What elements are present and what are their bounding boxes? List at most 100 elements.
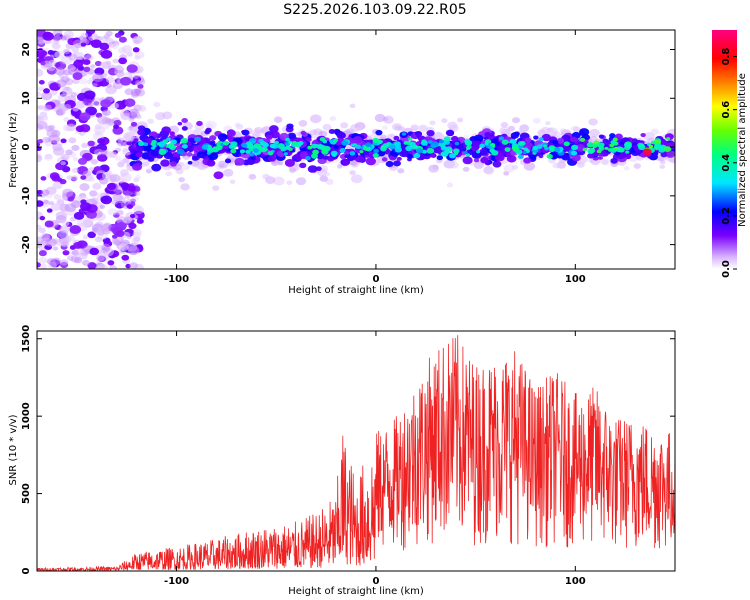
- spectrogram-cell: [68, 53, 78, 61]
- spectrogram-cell: [52, 30, 63, 36]
- spectrogram-cell: [133, 138, 139, 142]
- spectrogram-cell: [133, 88, 142, 95]
- spectrogram-cell: [426, 129, 435, 137]
- spectrogram-cell: [53, 193, 62, 200]
- spectrogram-cell: [37, 200, 44, 207]
- spectrogram-cell: [363, 150, 370, 156]
- spectrogram-cell: [432, 147, 441, 154]
- spectrogram-cell: [579, 137, 586, 142]
- spectrogram-cell: [37, 154, 43, 163]
- spectrogram-cells: [37, 30, 675, 269]
- spectrogram-cell: [81, 259, 90, 266]
- spectrogram-cell: [136, 218, 144, 224]
- spectrogram-cell: [178, 177, 185, 183]
- spectrogram-cell: [385, 160, 394, 168]
- spectrogram-cell: [133, 228, 142, 236]
- spectrogram-cell: [597, 142, 605, 148]
- snr-frame: [36, 330, 676, 572]
- spectrogram-cell: [532, 117, 541, 124]
- spectrogram-cell: [72, 156, 79, 162]
- spectrogram-cell: [523, 161, 536, 171]
- spectrogram-cell: [412, 127, 419, 132]
- colorbar-gradient: [712, 30, 737, 269]
- spectrogram-cell: [150, 150, 159, 157]
- spectrogram-cell: [60, 161, 66, 166]
- spectrogram-cell: [37, 36, 44, 44]
- spectrogram-cell: [316, 143, 324, 150]
- spectrogram-cell: [135, 152, 143, 158]
- spectrogram-cell: [135, 174, 141, 180]
- spectrogram-cell: [44, 104, 52, 111]
- spectrogram-cell: [444, 146, 453, 153]
- spectrogram-cell: [396, 156, 402, 161]
- spectrogram-cell: [311, 143, 318, 149]
- spectrogram-cell: [99, 204, 106, 209]
- spectrogram-cell: [416, 148, 424, 154]
- spectrogram-cell: [365, 157, 376, 166]
- spectrogram-cell: [230, 148, 237, 154]
- spectrogram-cell: [418, 124, 428, 133]
- spectrogram-cell: [473, 134, 484, 143]
- spectrogram-cell: [191, 155, 199, 161]
- colorbar: 0.0 0.2 0.4 0.6 0.8 Normalized spectral ampl…: [712, 30, 748, 278]
- spectrogram-cell: [393, 135, 400, 141]
- spectrogram-cell: [365, 142, 372, 148]
- chart-title: S225.2026.103.09.22.R05: [283, 2, 467, 18]
- spectrogram-cell: [60, 259, 69, 266]
- spectrogram-cell: [512, 117, 521, 124]
- spectrogram-cell: [328, 129, 336, 135]
- spectrogram-cell: [430, 143, 437, 149]
- spectrogram-cell: [473, 158, 480, 163]
- spectrogram-cell: [420, 140, 428, 146]
- spectrogram-cell: [380, 134, 387, 140]
- spectrogram-cell: [569, 136, 578, 143]
- spectrogram-cell: [151, 163, 162, 172]
- spectrogram-cell: [408, 137, 413, 141]
- spectrogram-cell: [352, 143, 358, 147]
- spectrogram-cell: [552, 139, 559, 145]
- spectrogram-cell: [60, 138, 67, 144]
- spectrogram-cell: [100, 195, 113, 205]
- spectrogram-cell: [72, 106, 79, 112]
- spectrogram-cell: [317, 154, 324, 160]
- spectrogram-cell: [213, 171, 224, 180]
- spectrogram-cell: [106, 183, 117, 191]
- spectrogram-cell: [165, 171, 172, 177]
- spectrogram-cell: [380, 144, 387, 150]
- x-tick-label: -100: [164, 576, 189, 587]
- spectrogram-cell: [122, 133, 134, 143]
- spectrogram-cell: [609, 143, 615, 148]
- spectrogram-cell: [193, 128, 203, 135]
- spectrogram-cell: [287, 132, 296, 140]
- spectrogram-cell: [120, 173, 132, 183]
- spectrogram-cell: [598, 134, 605, 139]
- spectrogram-cell: [231, 144, 237, 149]
- spectrogram-cell: [512, 146, 520, 152]
- spectrogram-cell: [72, 72, 83, 80]
- spectrogram-cell: [79, 112, 91, 121]
- spectrogram-cell: [37, 68, 44, 77]
- spectrogram-cell: [269, 125, 279, 133]
- spectrogram-cell: [426, 147, 435, 154]
- spectrogram-cell: [52, 181, 63, 190]
- spectrogram-cell: [633, 163, 642, 169]
- spectrogram-cell: [126, 198, 133, 203]
- spectrogram-cell: [127, 246, 140, 256]
- spectrogram-cell: [101, 111, 108, 116]
- spectrogram-cell: [40, 176, 47, 181]
- spectrogram-cell: [126, 64, 138, 73]
- spectrogram-cell: [74, 257, 83, 264]
- spectrogram-cell: [138, 141, 145, 147]
- spectrogram-cell: [116, 209, 124, 216]
- spectrogram-cell: [466, 146, 471, 150]
- spectrogram-cell: [349, 151, 356, 156]
- spectrogram-cell: [160, 159, 170, 167]
- spectrogram-cell: [374, 113, 386, 123]
- spectrogram-cell: [598, 156, 603, 160]
- spectrogram-cell: [56, 199, 65, 206]
- spectrogram-cell: [87, 102, 94, 108]
- spectrogram-cell: [180, 183, 190, 191]
- spectrogram-cell: [609, 133, 616, 139]
- spectrogram-cell: [153, 101, 161, 108]
- y-tick-label: -20: [21, 236, 32, 254]
